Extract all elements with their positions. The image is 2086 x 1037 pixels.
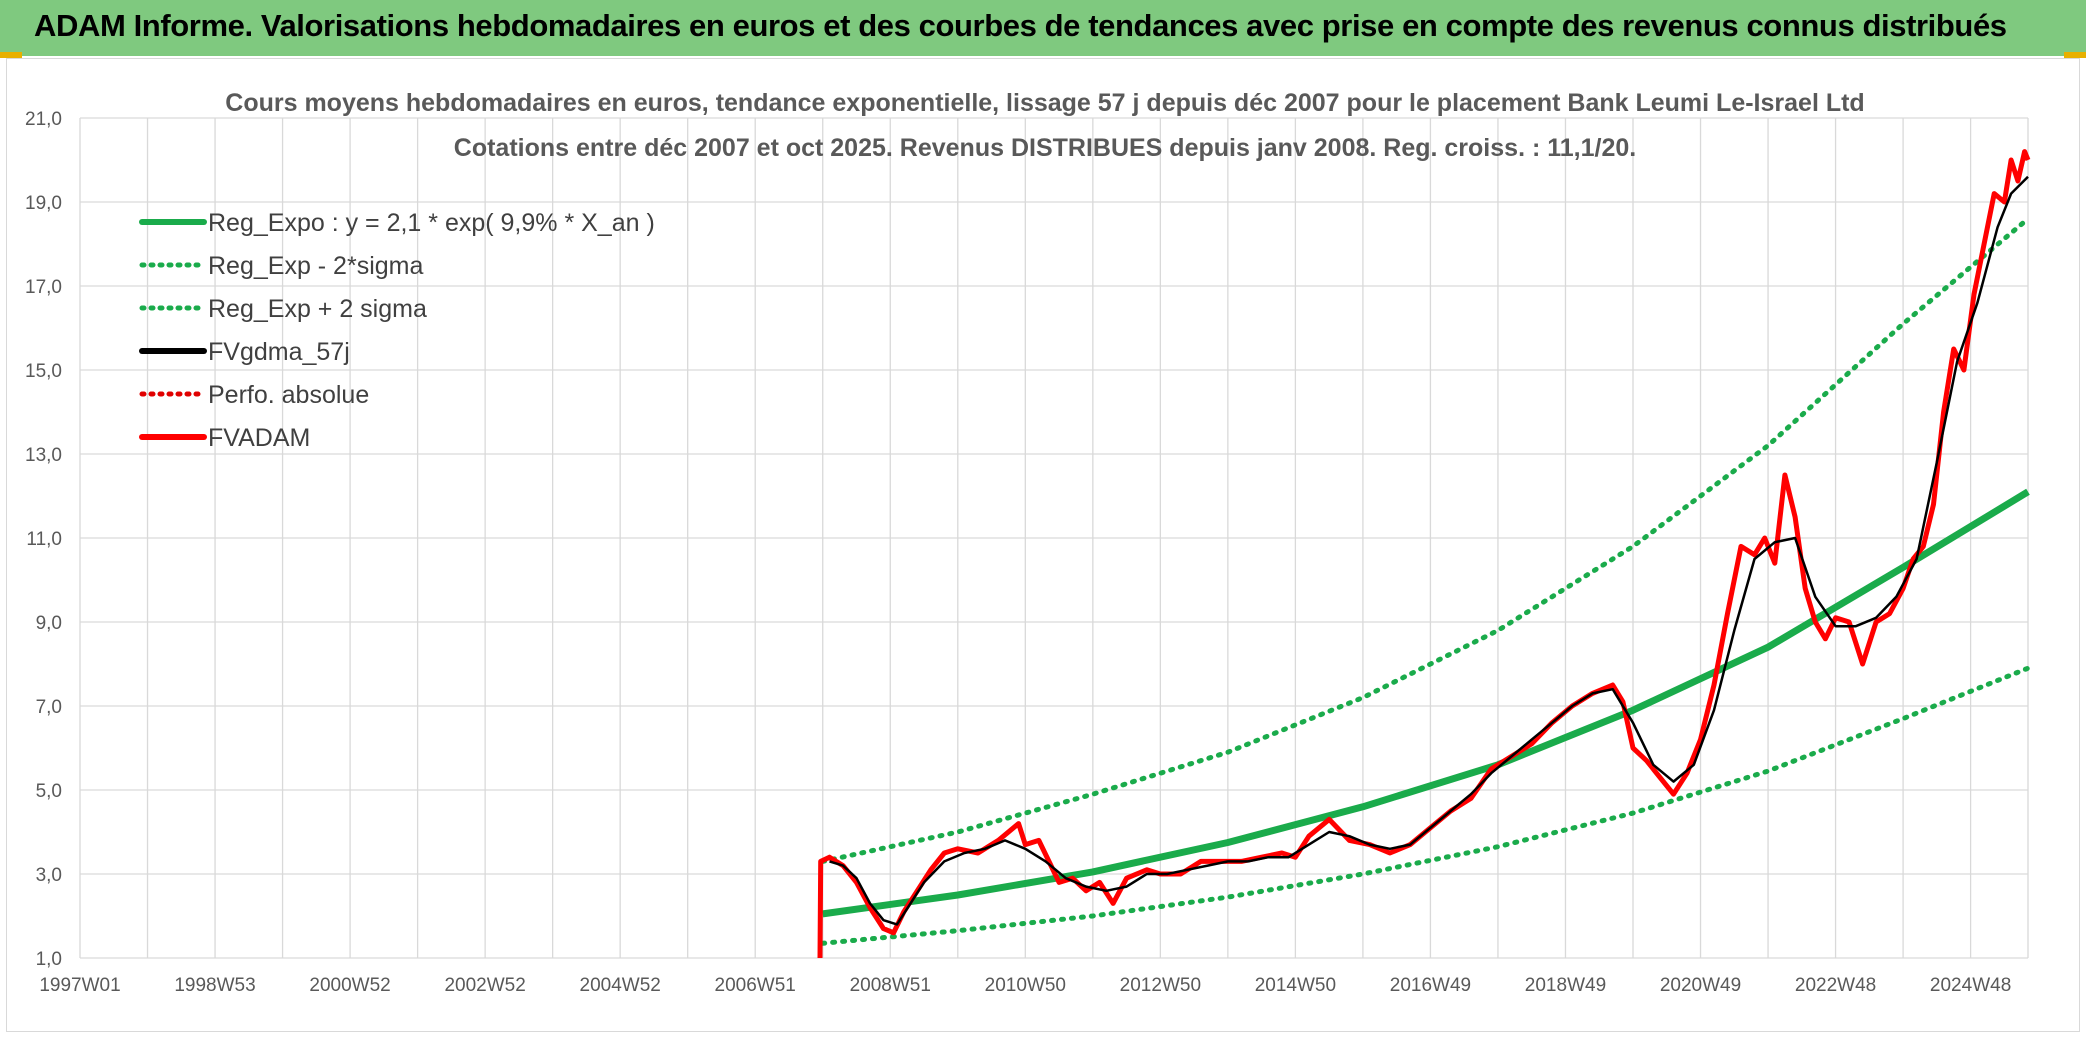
header-band (0, 0, 2086, 56)
x-tick-label: 2016W49 (1390, 975, 1471, 996)
legend-label-ma: FVgdma_57j (208, 338, 350, 366)
x-tick-label: 2018W49 (1525, 975, 1606, 996)
chart-title-line-2: Cotations entre déc 2007 et oct 2025. Re… (454, 134, 1636, 162)
x-tick-label: 2012W50 (1120, 975, 1201, 996)
legend-label-perf: Perfo. absolue (208, 381, 369, 409)
x-tick-label: 2020W49 (1660, 975, 1741, 996)
legend-label-hi: Reg_Exp + 2 sigma (208, 295, 427, 323)
legend-label-adam: FVADAM (208, 424, 310, 452)
chart-frame (6, 58, 2080, 1032)
x-tick-label: 2006W51 (715, 975, 796, 996)
y-tick-label: 17,0 (25, 277, 62, 298)
legend-label-lo: Reg_Exp - 2*sigma (208, 252, 423, 280)
x-tick-label: 2022W48 (1795, 975, 1876, 996)
y-tick-label: 19,0 (25, 193, 62, 214)
y-tick-label: 5,0 (36, 781, 62, 802)
page-title: ADAM Informe. Valorisations hebdomadaire… (34, 8, 2007, 43)
series-ma-line (829, 175, 2029, 926)
y-tick-label: 1,0 (36, 949, 62, 970)
x-tick-label: 2008W51 (850, 975, 931, 996)
chart-series (817, 149, 2031, 959)
series-lo-line (820, 665, 2031, 946)
series-adam-line (817, 149, 2031, 959)
chart-grid (79, 117, 2029, 959)
y-tick-label: 13,0 (25, 445, 62, 466)
corner-marker-right (2064, 52, 2086, 58)
legend: Reg_Expo : y = 2,1 * exp( 9,9% * X_an ) R… (139, 209, 655, 452)
x-tick-label: 2010W50 (985, 975, 1066, 996)
x-tick-label: 1997W01 (39, 975, 120, 996)
x-tick-label: 2002W52 (444, 975, 525, 996)
legend-label-reg: Reg_Expo : y = 2,1 * exp( 9,9% * X_an ) (208, 209, 655, 237)
y-tick-label: 3,0 (36, 865, 62, 886)
x-tick-label: 2024W48 (1930, 975, 2011, 996)
chart-title-line-1: Cours moyens hebdomadaires en euros, ten… (225, 89, 1864, 117)
series-reg-line (822, 488, 2030, 918)
corner-marker-left (0, 52, 22, 58)
x-tick-label: 2014W50 (1255, 975, 1336, 996)
x-tick-label: 2004W52 (580, 975, 661, 996)
x-tick-label: 1998W53 (174, 975, 255, 996)
y-tick-label: 7,0 (36, 697, 62, 718)
y-axis-ticks: 1,0 3,0 5,0 7,0 9,0 11,0 13,0 15,0 17,0 19,0 21,0 (25, 109, 62, 970)
y-tick-label: 15,0 (25, 361, 62, 382)
x-tick-label: 2000W52 (309, 975, 390, 996)
y-tick-label: 9,0 (36, 613, 62, 634)
x-axis-ticks: 1997W01 1998W53 2000W52 2002W52 2004W52 2006W… (39, 975, 2011, 996)
y-tick-label: 11,0 (26, 529, 62, 550)
series-hi-line (820, 216, 2031, 864)
y-tick-label: 21,0 (25, 109, 62, 130)
